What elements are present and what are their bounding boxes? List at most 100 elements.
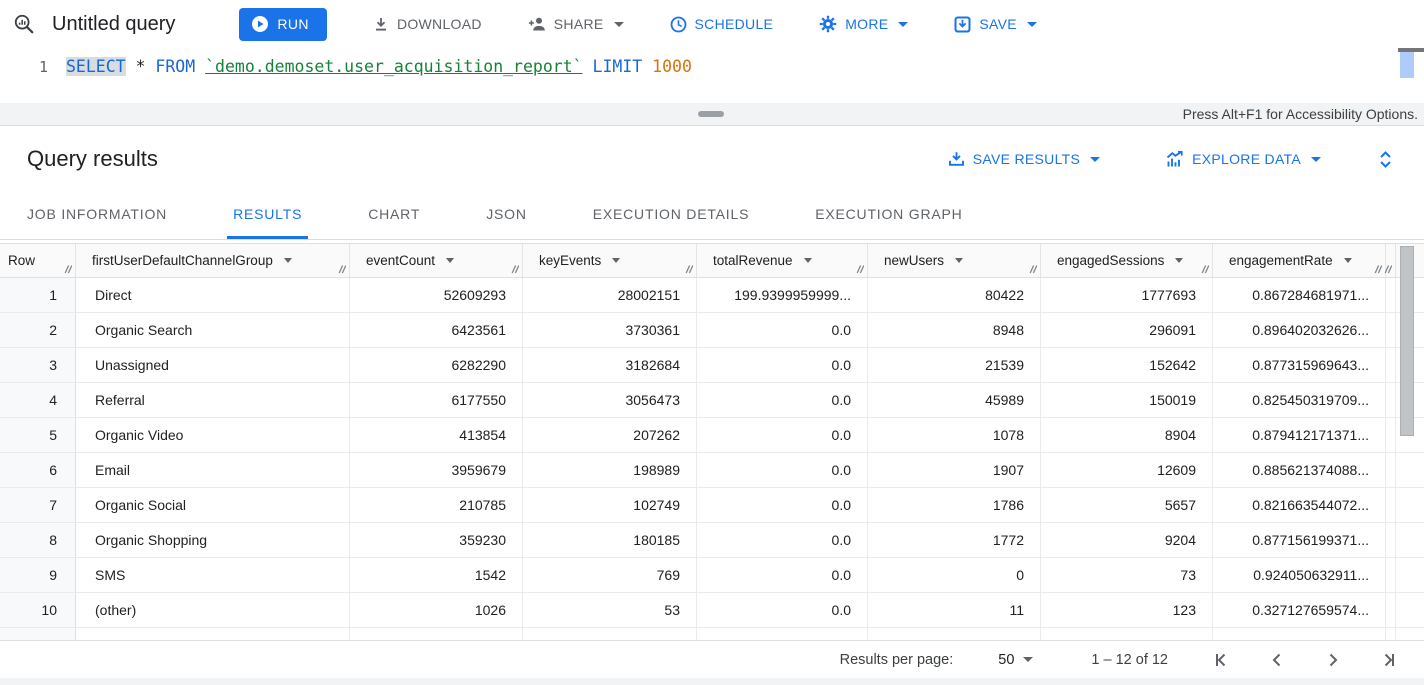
row-spacer-cell — [1386, 383, 1396, 417]
row-spacer-cell — [1386, 348, 1396, 382]
last-page-button[interactable] — [1380, 651, 1398, 669]
row-number-cell: 6 — [0, 453, 76, 487]
column-header-engagementRate[interactable]: engagementRate — [1213, 244, 1386, 277]
cell-engagedSessions: 1777693 — [1041, 278, 1213, 312]
cell-firstUserDefaultChannelGroup: Organic Shopping — [76, 523, 350, 557]
editor-scrollbar-thumb[interactable] — [1400, 52, 1414, 78]
row-spacer-cell — [1386, 453, 1396, 487]
cell-totalRevenue: 0.0 — [697, 418, 868, 452]
cell-engagedSessions: 8904 — [1041, 418, 1213, 452]
cell-eventCount: 6282290 — [350, 348, 523, 382]
tab-json[interactable]: JSON — [486, 206, 527, 222]
cell-newUsers: 1078 — [868, 418, 1041, 452]
sql-code-line[interactable]: SELECT * FROM `demo.demoset.user_acquisi… — [66, 54, 692, 80]
cell-firstUserDefaultChannelGroup: Organic Video — [76, 418, 350, 452]
tab-execution-details[interactable]: EXECUTION DETAILS — [592, 206, 750, 222]
cell-firstUserDefaultChannelGroup: (other) — [76, 593, 350, 627]
next-page-button[interactable] — [1324, 651, 1342, 669]
collapse-results-button[interactable] — [1377, 150, 1394, 169]
table-row: 9 SMS 1542 769 0.0 0 73 0.924050632911... — [0, 558, 1424, 593]
panel-divider-bar: Press Alt+F1 for Accessibility Options. — [0, 103, 1424, 126]
query-magnifier-icon — [12, 12, 36, 36]
horizontal-scrollbar-track[interactable] — [0, 678, 1424, 685]
last-page-icon — [1380, 651, 1398, 669]
column-header-engagedSessions[interactable]: engagedSessions — [1041, 244, 1213, 277]
table-row: 8 Organic Shopping 359230 180185 0.0 1772 9204… — [0, 523, 1424, 558]
pagination-range: 1 – 12 of 12 — [1091, 651, 1168, 668]
share-button[interactable]: SHARE — [528, 16, 624, 32]
row-number-cell: 11 — [0, 628, 76, 640]
column-header-totalRevenue[interactable]: totalRevenue — [697, 244, 868, 277]
tab-results[interactable]: RESULTS — [227, 192, 309, 239]
row-number-cell: 4 — [0, 383, 76, 417]
save-results-button[interactable]: SAVE RESULTS — [948, 151, 1101, 167]
tab-job-information[interactable]: JOB INFORMATION — [27, 206, 168, 222]
explore-data-button[interactable]: EXPLORE DATA — [1166, 151, 1321, 167]
cell-newUsers: 2 — [868, 628, 1041, 640]
table-vertical-scrollbar-thumb[interactable] — [1400, 246, 1414, 436]
explore-chart-icon — [1166, 151, 1184, 167]
cell-newUsers: 1907 — [868, 453, 1041, 487]
cell-firstUserDefaultChannelGroup: Paid Social — [76, 628, 350, 640]
cell-firstUserDefaultChannelGroup: Referral — [76, 383, 350, 417]
cell-eventCount: 210785 — [350, 488, 523, 522]
column-dropdown-icon[interactable] — [803, 258, 812, 263]
first-page-button[interactable] — [1212, 651, 1230, 669]
cell-engagementRate: 1.0 — [1213, 628, 1386, 640]
cell-keyEvents: 769 — [523, 558, 697, 592]
download-button[interactable]: DOWNLOAD — [373, 16, 482, 32]
download-icon — [373, 16, 389, 32]
cell-newUsers: 11 — [868, 593, 1041, 627]
query-title[interactable]: Untitled query — [52, 12, 176, 35]
run-play-icon — [251, 15, 269, 33]
sql-editor[interactable]: 1 SELECT * FROM `demo.demoset.user_acqui… — [0, 48, 1424, 103]
save-dropdown-icon — [1026, 21, 1037, 27]
cell-engagedSessions: 150019 — [1041, 383, 1213, 417]
cell-keyEvents: 207262 — [523, 418, 697, 452]
cell-keyEvents: 180185 — [523, 523, 697, 557]
row-number-cell: 10 — [0, 593, 76, 627]
tab-chart[interactable]: CHART — [368, 206, 421, 222]
column-header-eventCount[interactable]: eventCount — [350, 244, 523, 277]
column-header-newUsers[interactable]: newUsers — [868, 244, 1041, 277]
run-button[interactable]: RUN — [239, 7, 327, 41]
run-label: RUN — [277, 16, 309, 32]
column-header-keyEvents[interactable]: keyEvents — [523, 244, 697, 277]
tab-execution-graph[interactable]: EXECUTION GRAPH — [815, 206, 963, 222]
page-size-select[interactable]: 50 — [998, 652, 1034, 668]
save-button[interactable]: SAVE — [954, 16, 1037, 33]
row-filler-cell — [1396, 523, 1424, 557]
column-dropdown-icon[interactable] — [955, 258, 964, 263]
cell-engagedSessions: 123 — [1041, 593, 1213, 627]
column-header-row[interactable]: Row — [0, 244, 76, 277]
row-spacer-cell — [1386, 313, 1396, 347]
table-row: 7 Organic Social 210785 102749 0.0 1786 5657 0.… — [0, 488, 1424, 523]
column-header-firstUserDefaultChannelGroup[interactable]: firstUserDefaultChannelGroup — [76, 244, 350, 277]
cell-firstUserDefaultChannelGroup: Organic Search — [76, 313, 350, 347]
share-label: SHARE — [553, 16, 604, 32]
row-filler-cell — [1396, 453, 1424, 487]
table-row: 5 Organic Video 413854 207262 0.0 1078 8904 0.8… — [0, 418, 1424, 453]
prev-page-button[interactable] — [1268, 651, 1286, 669]
cell-engagementRate: 0.885621374088... — [1213, 453, 1386, 487]
column-dropdown-icon[interactable] — [283, 258, 292, 263]
more-dropdown-icon — [898, 21, 909, 27]
row-spacer-cell — [1386, 558, 1396, 592]
column-header-spacer — [1384, 244, 1396, 277]
schedule-button[interactable]: SCHEDULE — [670, 16, 774, 33]
cell-keyEvents: 198989 — [523, 453, 697, 487]
column-dropdown-icon[interactable] — [612, 258, 621, 263]
cell-totalRevenue: 0.0 — [697, 628, 868, 640]
cell-totalRevenue: 0.0 — [697, 453, 868, 487]
column-dropdown-icon[interactable] — [1343, 258, 1352, 263]
editor-scroll-marker — [1398, 48, 1424, 52]
sql-table-reference-link[interactable]: `demo.demoset.user_acquisition_report` — [205, 57, 583, 76]
column-dropdown-icon[interactable] — [446, 258, 455, 263]
more-button[interactable]: MORE — [819, 15, 909, 33]
resize-drag-handle[interactable] — [698, 111, 724, 117]
explore-data-dropdown-icon — [1311, 156, 1321, 162]
sql-keyword-from: FROM — [155, 57, 196, 76]
column-dropdown-icon[interactable] — [1175, 258, 1184, 263]
gear-icon — [819, 15, 837, 33]
